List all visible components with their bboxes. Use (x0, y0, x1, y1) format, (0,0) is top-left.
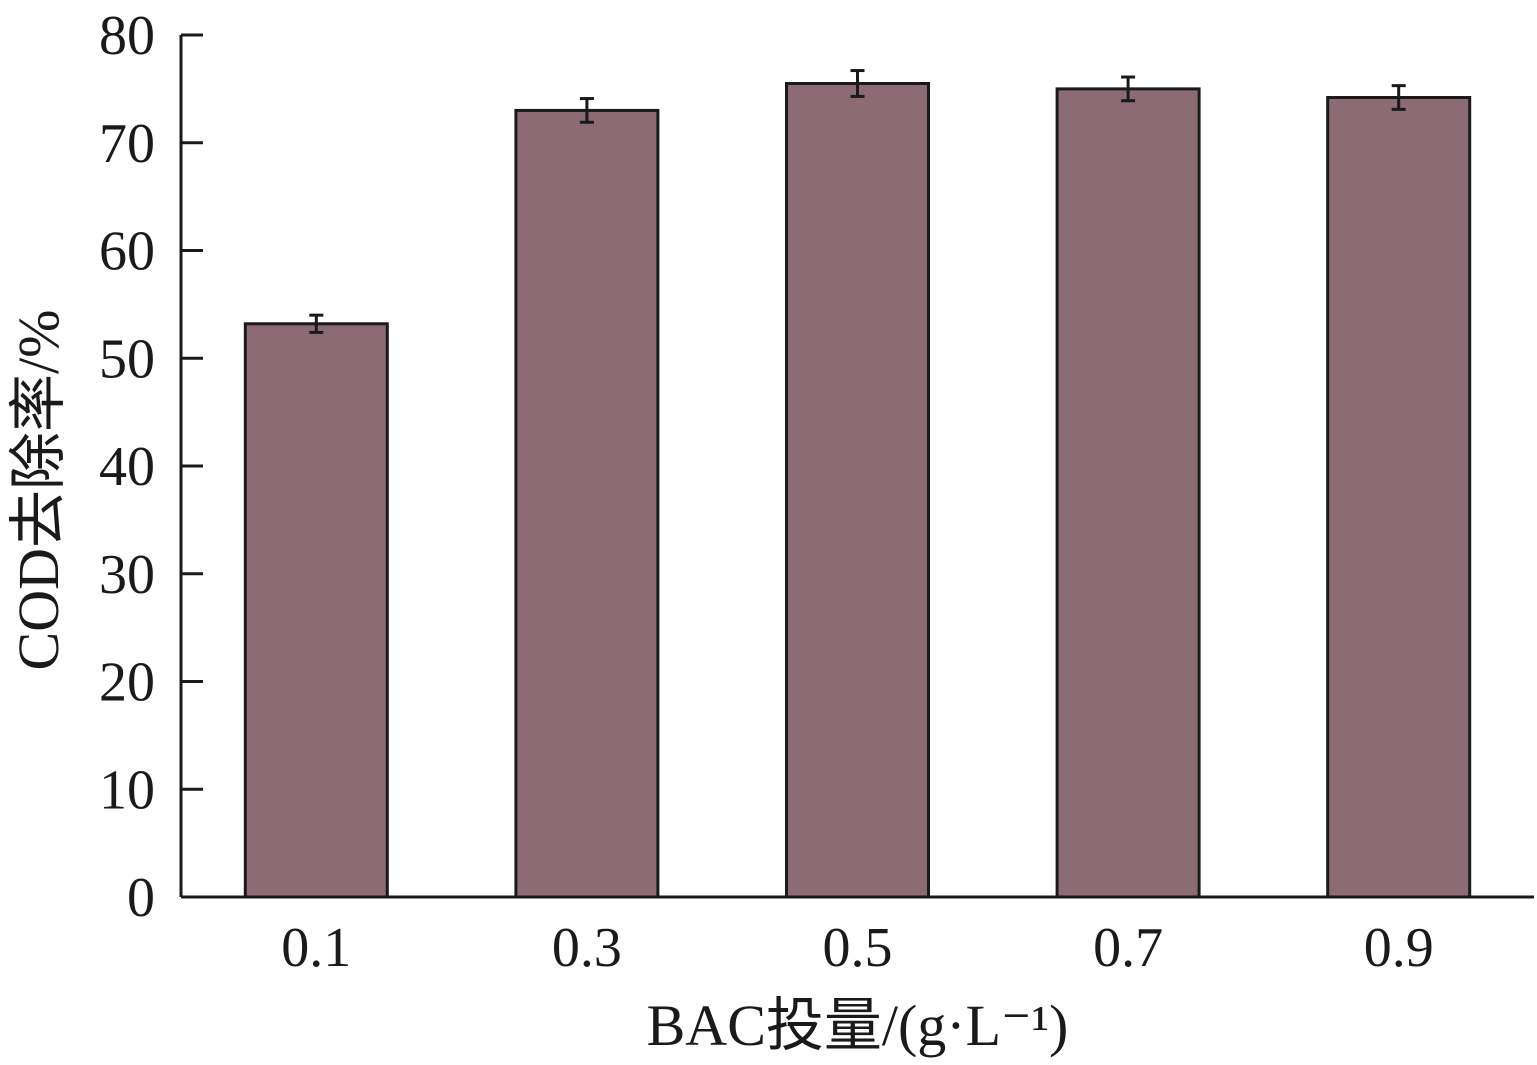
bar-0.5 (785, 81, 930, 899)
y-tick-label: 10 (99, 759, 155, 821)
x-tick-label: 0.1 (281, 917, 351, 979)
x-axis-title: BAC投量/(g·L⁻¹) (647, 993, 1069, 1058)
x-axis-ticks: 0.1 0.3 0.5 0.7 0.9 (281, 917, 1433, 979)
bar-0.3 (514, 108, 660, 899)
error-bar (1121, 75, 1136, 103)
bar-0.7 (1055, 87, 1201, 899)
y-axis-ticks: 0 10 20 30 40 50 60 70 80 (99, 5, 203, 929)
y-tick-label: 30 (99, 544, 155, 606)
error-bar (1391, 84, 1406, 111)
y-tick-label: 0 (127, 867, 155, 929)
y-tick-label: 50 (99, 328, 155, 390)
error-bar (309, 313, 324, 334)
y-axis-title: COD去除率/% (6, 310, 71, 671)
y-tick-label: 20 (99, 652, 155, 714)
y-tick-label: 70 (99, 113, 155, 175)
error-bar (579, 97, 594, 124)
y-tick-label: 80 (99, 5, 155, 67)
y-tick-label: 40 (99, 436, 155, 498)
bars (243, 69, 1472, 899)
error-bar (850, 69, 865, 98)
x-tick-label: 0.5 (823, 917, 893, 979)
x-tick-label: 0.9 (1364, 917, 1434, 979)
bar-0.1 (243, 322, 389, 899)
y-tick-label: 60 (99, 221, 155, 283)
x-tick-label: 0.3 (552, 917, 622, 979)
x-tick-label: 0.7 (1093, 917, 1163, 979)
bar-0.9 (1326, 95, 1472, 899)
